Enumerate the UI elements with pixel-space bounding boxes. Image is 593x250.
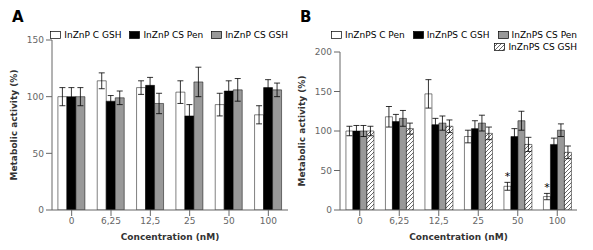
svg-text:Metabolic activity (%): Metabolic activity (%) xyxy=(9,70,19,181)
svg-text:*: * xyxy=(505,170,511,183)
svg-text:Metabolic activity (%): Metabolic activity (%) xyxy=(297,76,307,187)
svg-text:100: 100 xyxy=(315,126,332,136)
svg-text:12,5: 12,5 xyxy=(429,216,449,226)
svg-text:150: 150 xyxy=(315,87,332,97)
svg-text:0: 0 xyxy=(69,216,75,226)
svg-text:6,25: 6,25 xyxy=(389,216,409,226)
svg-text:Concentration (nM): Concentration (nM) xyxy=(409,232,508,242)
html-text:InZnPS CS Pen: InZnPS CS Pen xyxy=(511,30,577,40)
html-text:InZnPS CS GSH: InZnPS CS GSH xyxy=(508,42,577,52)
svg-text:25: 25 xyxy=(473,216,484,226)
svg-text:50: 50 xyxy=(223,216,235,226)
svg-text:12,5: 12,5 xyxy=(140,216,160,226)
html-text:B: B xyxy=(300,8,312,26)
svg-text:Concentration (nM): Concentration (nM) xyxy=(121,232,220,242)
svg-text:*: * xyxy=(544,181,550,194)
svg-text:25: 25 xyxy=(184,216,195,226)
html-text:InZnPS C GSH: InZnPS C GSH xyxy=(426,30,490,40)
svg-text:50: 50 xyxy=(33,149,45,159)
svg-text:0: 0 xyxy=(38,205,44,215)
html-text:InZnP CS GSH: InZnP CS GSH xyxy=(225,30,288,40)
html-text:InZnP C GSH: InZnP C GSH xyxy=(64,30,122,40)
svg-text:100: 100 xyxy=(260,216,277,226)
svg-text:100: 100 xyxy=(549,216,566,226)
svg-text:200: 200 xyxy=(315,47,332,57)
svg-text:0: 0 xyxy=(326,205,332,215)
svg-text:150: 150 xyxy=(27,35,44,45)
svg-text:50: 50 xyxy=(321,166,333,176)
html-text:A: A xyxy=(12,8,24,26)
svg-text:0: 0 xyxy=(357,216,363,226)
html-text:InZnPS C Pen: InZnPS C Pen xyxy=(345,30,405,40)
svg-text:6,25: 6,25 xyxy=(101,216,121,226)
svg-text:50: 50 xyxy=(512,216,524,226)
svg-text:100: 100 xyxy=(27,92,44,102)
html-text:InZnP CS Pen: InZnP CS Pen xyxy=(143,30,204,40)
